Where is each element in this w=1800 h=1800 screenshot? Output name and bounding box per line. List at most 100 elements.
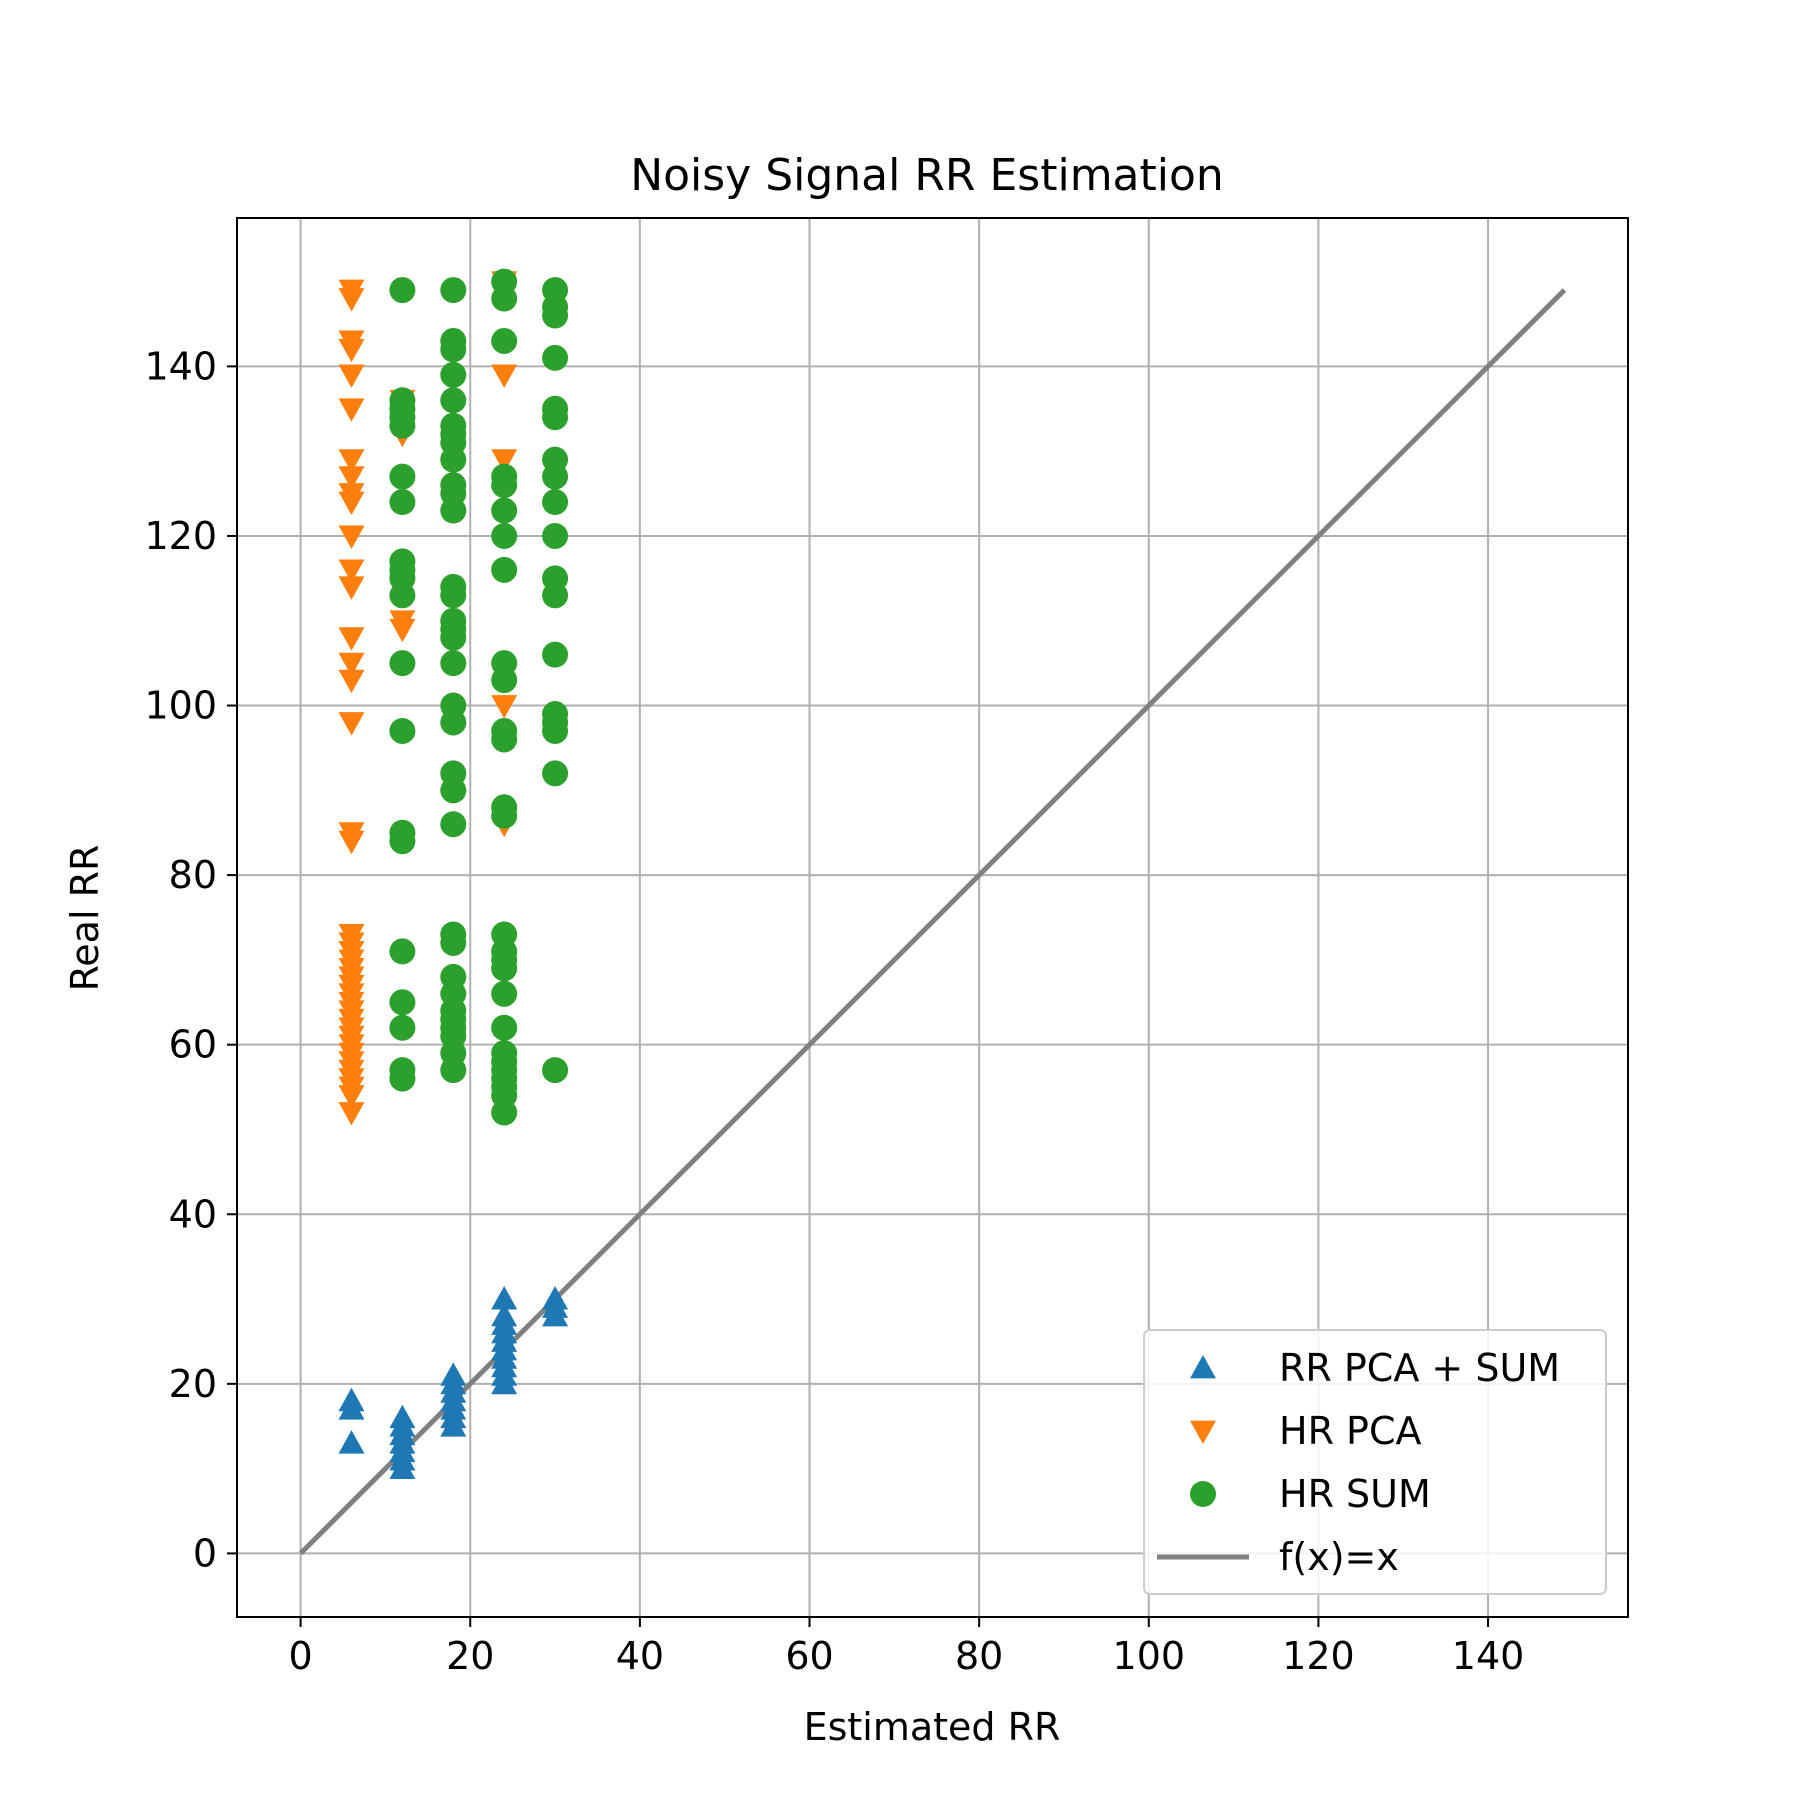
rr-pca-sum-point [338,1396,365,1420]
hr-sum-point [389,582,416,609]
y-tick-label: 100 [144,684,217,728]
x-tick-label: 140 [1452,1634,1525,1678]
chart-title: Noisy Signal RR Estimation [630,150,1224,201]
x-axis-ticks: 0 20 40 60 80 100 120 140 [289,1617,1525,1678]
hr-pca-point [338,712,365,736]
hr-sum-point [440,336,467,363]
hr-sum-point [542,302,569,329]
hr-pca-point [338,1102,365,1126]
hr-pca-point [338,525,365,549]
hr-sum-point [542,404,569,431]
hr-sum-point [542,522,569,549]
hr-sum-point [542,717,569,744]
hr-sum-point [440,446,467,473]
x-tick-label: 60 [785,1634,833,1678]
hr-sum-point [389,717,416,744]
hr-sum-point [542,582,569,609]
y-tick-label: 140 [144,344,217,388]
hr-sum-point [440,497,467,524]
legend: RR PCA + SUM HR PCA HR SUM f(x)=x [1143,1329,1607,1595]
hr-sum-point [440,624,467,651]
hr-sum-point [542,344,569,371]
y-axis-ticks: 0 20 40 60 80 100 120 140 [144,344,237,1575]
plot-frame [236,217,1629,1618]
hr-sum-point [542,760,569,787]
rr-pca-sum-point [491,1370,518,1395]
y-tick-label: 80 [169,853,217,897]
hr-sum-point [491,726,518,753]
hr-sum-point [491,980,518,1007]
hr-pca-point [338,491,365,516]
hr-sum-point [491,556,518,583]
hr-sum-point [491,522,518,549]
hr-pca-point [338,830,365,855]
hr-sum-point [491,472,518,499]
x-tick-label: 80 [955,1634,1003,1678]
hr-pca-point [389,618,416,643]
hr-sum-point [440,709,467,736]
hr-pca-point [338,288,365,312]
hr-sum-point [440,650,467,677]
legend-marker [1190,1355,1216,1379]
hr-sum-point [440,929,467,956]
rr-pca-sum-point [389,1455,416,1480]
x-tick-label: 20 [446,1634,494,1678]
hr-pca-point [338,652,365,677]
rr-pca-sum-point [542,1303,569,1327]
hr-sum-point [491,285,518,312]
hr-sum-point [491,497,518,524]
x-tick-label: 100 [1113,1634,1186,1678]
hr-pca-point [338,339,365,363]
hr-sum-point [389,277,416,304]
y-tick-label: 60 [169,1023,217,1067]
hr-sum-point [389,650,416,677]
hr-pca-point [491,449,518,473]
hr-sum-point [440,811,467,838]
hr-pca-point [338,669,365,694]
grid-lines [237,218,1628,1617]
hr-sum-point [542,489,569,516]
hr-sum-point [491,1014,518,1041]
x-axis-label: Estimated RR [804,1705,1061,1749]
hr-pca-point [338,576,365,600]
hr-sum-point [389,989,416,1016]
hr-sum-point [440,582,467,609]
hr-sum-point [491,667,518,694]
hr-sum-point [389,412,416,439]
hr-sum-point [440,277,467,304]
legend-box [1143,1329,1607,1595]
hr-sum-point [389,463,416,490]
hr-sum-point [440,387,467,414]
rr-pca-sum-point [491,1286,518,1310]
y-tick-label: 40 [169,1192,217,1236]
legend-label: HR PCA [1279,1409,1422,1453]
hr-sum-point [389,1014,416,1041]
y-axis-label: Real RR [63,845,107,992]
legend-label: RR PCA + SUM [1279,1346,1560,1390]
y-tick-label: 120 [144,514,217,558]
legend-marker [1190,1420,1216,1444]
hr-sum-point [491,1099,518,1126]
hr-pca-point [338,449,365,473]
legend-marker [1190,1481,1216,1507]
hr-sum-point [389,938,416,965]
y-tick-label: 0 [193,1531,217,1575]
hr-sum-point [491,327,518,354]
hr-pca-point [338,559,365,583]
y-tick-label: 20 [169,1362,217,1406]
rr-pca-sum-point [338,1430,365,1454]
x-tick-label: 40 [616,1634,664,1678]
hr-sum-point [542,463,569,490]
rr-pca-sum-point [440,1413,467,1437]
hr-sum-point [389,1065,416,1092]
hr-sum-point [440,1057,467,1084]
hr-pca-point [338,1085,365,1109]
hr-sum-point [542,1057,569,1084]
hr-pca-point [491,695,518,719]
hr-sum-point [491,955,518,982]
hr-sum-point [542,641,569,668]
hr-sum-point [440,777,467,804]
x-tick-label: 120 [1282,1634,1355,1678]
hr-sum-point [389,828,416,855]
